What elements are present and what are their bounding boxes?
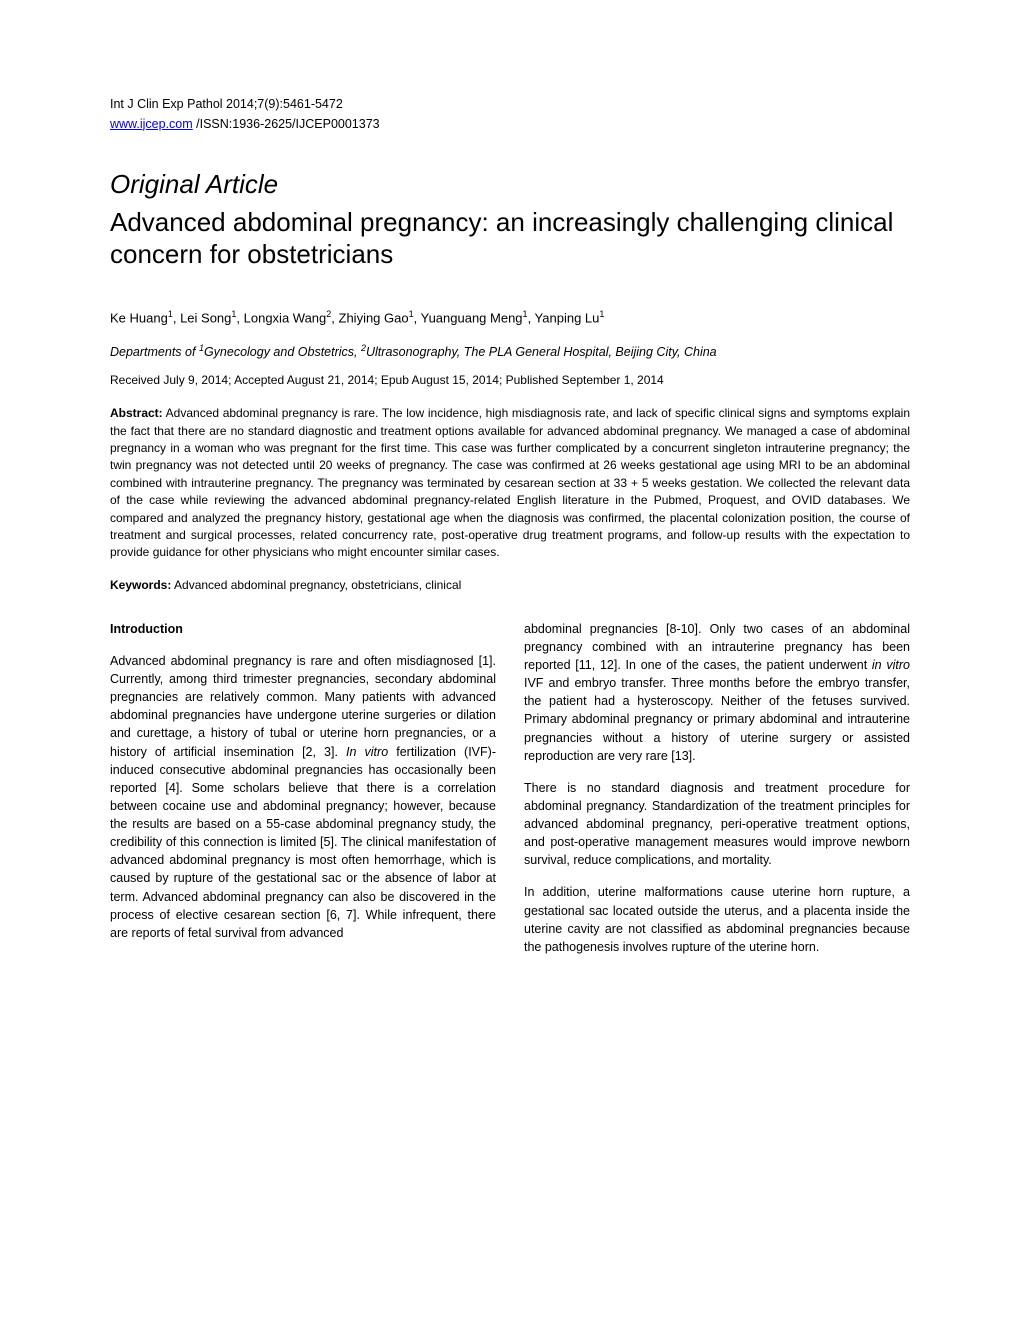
keywords-text: Advanced abdominal pregnancy, obstetrici… bbox=[171, 578, 461, 592]
keywords-label: Keywords: bbox=[110, 578, 171, 592]
journal-link[interactable]: www.ijcep.com bbox=[110, 117, 193, 131]
abstract: Abstract: Advanced abdominal pregnancy i… bbox=[110, 405, 910, 562]
article-type: Original Article bbox=[110, 169, 910, 200]
introduction-heading: Introduction bbox=[110, 620, 496, 638]
affiliations: Departments of 1Gynecology and Obstetric… bbox=[110, 343, 910, 359]
keywords: Keywords: Advanced abdominal pregnancy, … bbox=[110, 578, 910, 592]
body-columns: Introduction Advanced abdominal pregnanc… bbox=[110, 620, 910, 970]
column-left: Introduction Advanced abdominal pregnanc… bbox=[110, 620, 496, 970]
journal-reference: Int J Clin Exp Pathol 2014;7(9):5461-547… bbox=[110, 95, 910, 114]
intro-para-2: There is no standard diagnosis and treat… bbox=[524, 779, 910, 870]
abstract-label: Abstract: bbox=[110, 406, 163, 420]
publication-dates: Received July 9, 2014; Accepted August 2… bbox=[110, 373, 910, 387]
intro-para-1-cont: abdominal pregnancies [8-10]. Only two c… bbox=[524, 620, 910, 765]
intro-para-3: In addition, uterine malformations cause… bbox=[524, 883, 910, 956]
issn-info: /ISSN:1936-2625/IJCEP0001373 bbox=[193, 117, 380, 131]
article-title: Advanced abdominal pregnancy: an increas… bbox=[110, 206, 910, 271]
intro-para-1: Advanced abdominal pregnancy is rare and… bbox=[110, 652, 496, 942]
issn-line: www.ijcep.com /ISSN:1936-2625/IJCEP00013… bbox=[110, 117, 910, 131]
authors-list: Ke Huang1, Lei Song1, Longxia Wang2, Zhi… bbox=[110, 309, 910, 325]
column-right: abdominal pregnancies [8-10]. Only two c… bbox=[524, 620, 910, 970]
abstract-text: Advanced abdominal pregnancy is rare. Th… bbox=[110, 406, 910, 559]
